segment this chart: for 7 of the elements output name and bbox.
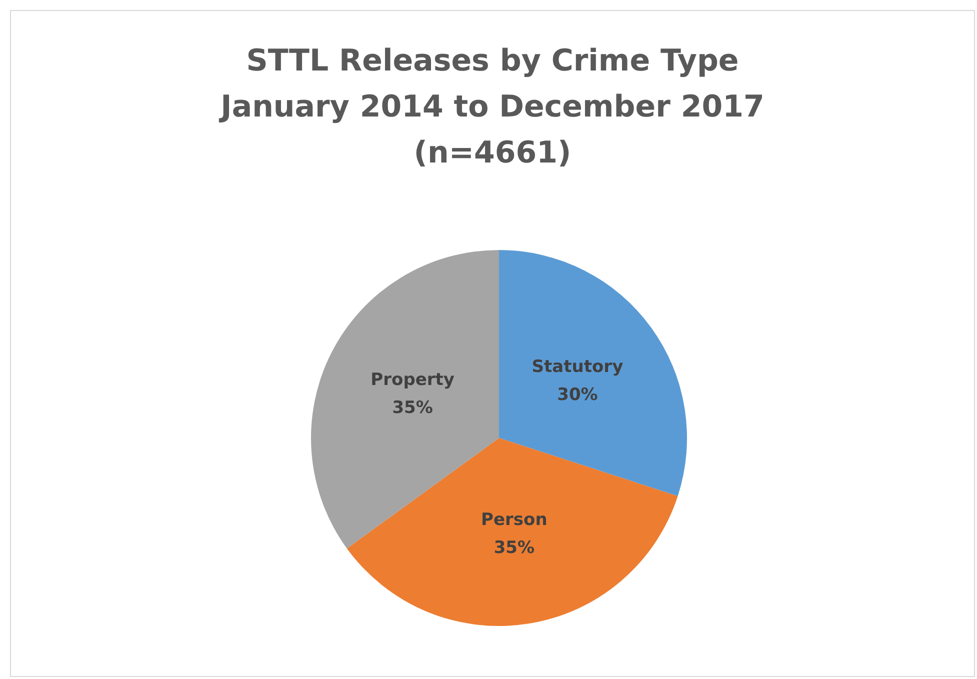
slice-label: Statutory bbox=[532, 356, 624, 377]
data-label: 35% bbox=[494, 538, 535, 558]
slice-label: Person bbox=[481, 510, 548, 530]
chart-title: STTL Releases by Crime Type January 2014 to December 2017 (n=4661) bbox=[218, 44, 764, 170]
data-label: 30% bbox=[557, 384, 598, 405]
slice-label: Property bbox=[370, 370, 454, 390]
data-label: 35% bbox=[392, 398, 433, 418]
